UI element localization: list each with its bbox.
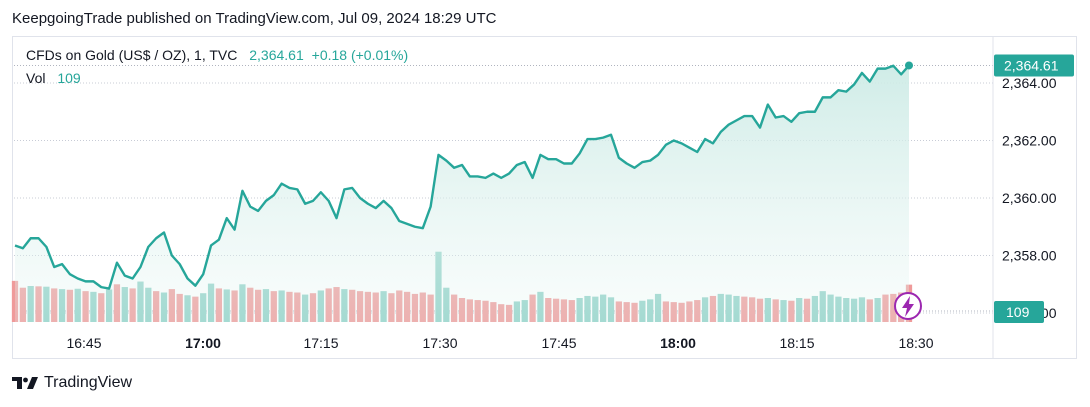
- last-volume-label: 109: [1006, 304, 1030, 320]
- y-tick-label: 2,362.00: [1002, 133, 1057, 149]
- last-price-tag: 2,364.61: [994, 54, 1074, 77]
- price-axis: 2,358.002,360.002,362.002,364.002,356.00: [1002, 75, 1057, 321]
- x-tick-label: 18:15: [779, 335, 814, 351]
- price-area: [15, 65, 909, 323]
- last-price-label: 2,364.61: [1004, 57, 1059, 73]
- x-tick-label: 17:00: [185, 335, 221, 351]
- x-tick-label: 18:00: [660, 335, 696, 351]
- last-price-dot: [905, 61, 913, 70]
- symbol-name: CFDs on Gold (US$ / OZ), 1, TVC: [26, 47, 238, 63]
- x-tick-label: 17:30: [422, 335, 457, 351]
- x-tick-label: 16:45: [66, 335, 101, 351]
- legend-change: +0.18 (+0.01%): [311, 47, 409, 63]
- y-tick-label: 2,360.00: [1002, 190, 1057, 206]
- y-tick-label: 2,358.00: [1002, 248, 1057, 264]
- volume-label: Vol: [26, 70, 46, 86]
- chart-frame[interactable]: [12, 36, 1077, 359]
- volume-legend: Vol 109: [26, 70, 81, 86]
- time-axis: 16:45 17:00 17:15 17:30 17:45 18:00 18:15 18:30: [66, 335, 933, 351]
- y-tick-label: 2,364.00: [1002, 75, 1057, 91]
- legend-price: 2,364.61: [249, 47, 304, 63]
- volume-bar: [11, 280, 19, 322]
- published-header: KeepgoingTrade published on TradingView.…: [12, 10, 497, 27]
- x-tick-label: 17:45: [541, 335, 576, 351]
- x-tick-label: 17:15: [303, 335, 338, 351]
- last-volume-tag: 109: [994, 301, 1044, 323]
- lightning-icon[interactable]: [894, 292, 922, 320]
- brand-name: TradingView: [44, 374, 133, 391]
- volume-value: 109: [57, 70, 81, 86]
- x-tick-label: 18:30: [898, 335, 933, 351]
- tradingview-brand[interactable]: TradingView: [12, 374, 132, 392]
- tradingview-logo-icon: [12, 377, 38, 389]
- symbol-legend: CFDs on Gold (US$ / OZ), 1, TVC 2,364.61…: [26, 47, 408, 63]
- price-line: [14, 64, 910, 290]
